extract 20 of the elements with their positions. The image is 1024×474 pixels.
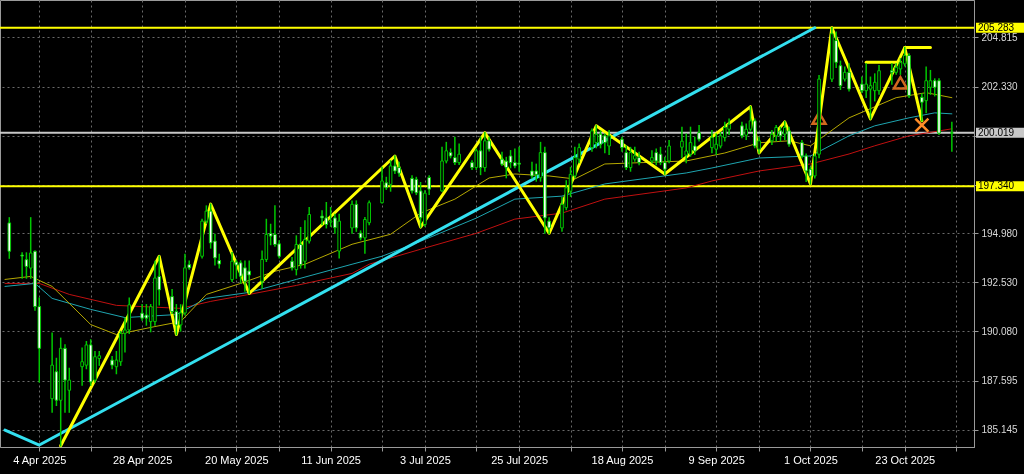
x-tick-label: 9 Sep 2025 <box>688 453 745 466</box>
y-tick-label: 192.530 <box>981 276 1019 288</box>
y-tick-label: 185.145 <box>981 424 1019 436</box>
x-tick-label: 28 Apr 2025 <box>112 453 173 466</box>
x-tick-label: 25 Jul 2025 <box>491 453 549 466</box>
x-tick-label: 1 Oct 2025 <box>784 453 838 466</box>
x-tick-label: 23 Oct 2025 <box>875 453 936 466</box>
ref-line-label: 205.283 <box>978 21 1015 33</box>
y-tick-label: 190.080 <box>981 325 1019 337</box>
y-tick-label: 202.330 <box>981 81 1019 93</box>
y-tick-label: 204.815 <box>981 31 1019 43</box>
y-tick-label: 187.595 <box>981 375 1019 387</box>
x-tick-label: 20 May 2025 <box>205 453 269 466</box>
x-tick-label: 18 Aug 2025 <box>591 453 654 466</box>
ref-line-label: 200.019 <box>978 126 1015 138</box>
x-tick-label: 3 Jul 2025 <box>399 453 451 466</box>
x-tick-label: 4 Apr 2025 <box>13 453 67 466</box>
x-tick-label: 11 Jun 2025 <box>301 453 361 466</box>
y-tick-label: 194.980 <box>981 227 1019 239</box>
ref-line-label: 197.340 <box>978 180 1015 192</box>
